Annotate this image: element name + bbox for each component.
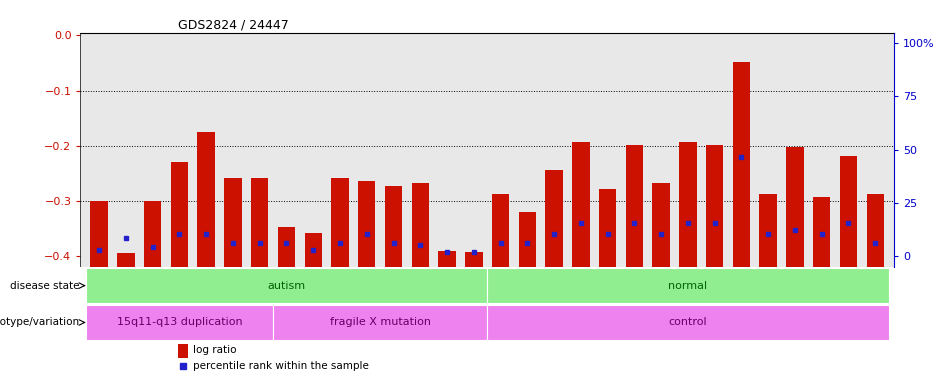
Bar: [546, 169, 563, 267]
Bar: [465, 252, 482, 267]
Text: genotype/variation: genotype/variation: [0, 318, 79, 328]
Bar: [86, 305, 273, 340]
Text: normal: normal: [668, 281, 708, 291]
Bar: [224, 178, 241, 267]
Bar: [653, 183, 670, 267]
Text: 15q11-q13 duplication: 15q11-q13 duplication: [116, 318, 242, 328]
Bar: [487, 305, 888, 340]
Bar: [572, 142, 589, 267]
Text: autism: autism: [268, 281, 306, 291]
Bar: [518, 212, 536, 267]
Bar: [178, 344, 188, 358]
Bar: [331, 178, 349, 267]
Bar: [412, 183, 429, 267]
Text: log ratio: log ratio: [193, 345, 236, 355]
Bar: [840, 156, 857, 267]
Bar: [733, 62, 750, 267]
Bar: [170, 162, 188, 267]
Text: percentile rank within the sample: percentile rank within the sample: [193, 361, 369, 371]
Bar: [305, 233, 322, 267]
Bar: [438, 251, 456, 267]
Bar: [86, 268, 487, 303]
Bar: [487, 268, 888, 303]
Bar: [273, 305, 487, 340]
Bar: [760, 194, 777, 267]
Bar: [813, 197, 831, 267]
Bar: [385, 186, 402, 267]
Bar: [867, 194, 884, 267]
Bar: [679, 142, 696, 267]
Bar: [625, 145, 643, 267]
Bar: [278, 227, 295, 267]
Bar: [91, 201, 108, 267]
Bar: [251, 178, 269, 267]
Bar: [706, 145, 724, 267]
Bar: [359, 180, 376, 267]
Bar: [786, 147, 804, 267]
Text: disease state: disease state: [10, 281, 79, 291]
Text: fragile X mutation: fragile X mutation: [329, 318, 430, 328]
Bar: [492, 194, 509, 267]
Bar: [117, 253, 134, 267]
Text: control: control: [669, 318, 708, 328]
Bar: [198, 132, 215, 267]
Bar: [599, 189, 616, 267]
Text: GDS2824 / 24447: GDS2824 / 24447: [178, 18, 289, 31]
Bar: [144, 201, 162, 267]
